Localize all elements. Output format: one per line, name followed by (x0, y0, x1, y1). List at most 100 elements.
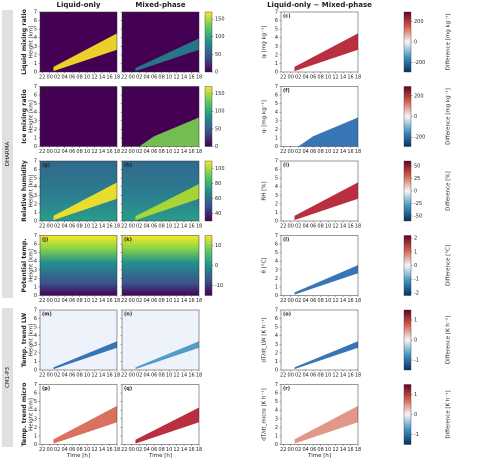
colorbar-tick-label: 150 (215, 91, 225, 97)
x-tick-label: 12 (332, 224, 338, 230)
y-tick-label: 6 (275, 167, 278, 173)
y-tick-label: 4 (34, 184, 37, 190)
panel-frame (39, 86, 118, 147)
x-tick-label: 02 (136, 224, 142, 230)
x-tick-label: 16 (106, 373, 112, 379)
x-tick-label: 08 (76, 149, 82, 155)
x-tick-label: 22 (121, 373, 127, 379)
y-tick-label: 5 (34, 27, 37, 33)
y-tick-label: 2 (275, 276, 278, 282)
x-tick-label: 10 (325, 298, 331, 304)
y-tick-label: 1 (275, 61, 278, 67)
x-tick-label: 18 (196, 447, 202, 453)
panel-letter: (r) (283, 386, 290, 392)
x-tick-label: 00 (47, 149, 53, 155)
field-band (294, 182, 358, 221)
x-tick-label: 00 (129, 75, 135, 81)
panel-frame (39, 384, 118, 445)
x-tick-label: 06 (69, 447, 75, 453)
x-tick-label: 22 (121, 75, 127, 81)
colorbar (204, 235, 213, 296)
x-tick-label: 16 (347, 298, 353, 304)
x-tick-label: 10 (84, 149, 90, 155)
x-tick-label: 22 (280, 373, 286, 379)
y-tick-label: 0 (34, 442, 37, 448)
x-tick-label: 02 (136, 149, 142, 155)
x-tick-label: 08 (317, 298, 323, 304)
colorbar-tick-label: 0 (215, 263, 218, 269)
panel-frame (280, 235, 359, 296)
quantity-label: dT/dt_LW [K h⁻¹] (261, 317, 268, 362)
panel-frame (121, 160, 200, 222)
panel-letter: (n) (124, 312, 132, 318)
x-tick-label: 18 (114, 373, 120, 379)
x-tick-label: 02 (54, 447, 60, 453)
y-tick-label: 1 (34, 433, 37, 439)
y-tick-label: 7 (34, 10, 37, 16)
y-tick-label: 4 (34, 408, 37, 414)
x-tick-label: 12 (173, 447, 179, 453)
x-tick-label: 00 (288, 373, 294, 379)
y-tick-label: 7 (275, 382, 278, 388)
colorbar-tick-label: 0 (414, 338, 417, 344)
group-label: CM1-P3 (5, 367, 11, 388)
x-tick-label: 18 (114, 149, 120, 155)
x-tick-label: 08 (158, 373, 164, 379)
y-tick-label: 2 (34, 127, 37, 133)
x-tick-label: 16 (188, 224, 194, 230)
x-tick-label: 00 (129, 373, 135, 379)
x-tick-label: 04 (302, 447, 308, 453)
colorbar-tick-label: 150 (215, 17, 225, 23)
x-tick-label: 06 (310, 149, 316, 155)
y-tick-label: 6 (34, 316, 37, 322)
field-band (135, 38, 199, 72)
x-tick-label: 08 (76, 447, 82, 453)
x-tick-label: 02 (54, 373, 60, 379)
x-tick-label: 16 (106, 447, 112, 453)
panel-frame (280, 309, 359, 371)
row-label: Relative humidity (21, 160, 28, 222)
y-tick-label: 4 (275, 333, 278, 339)
y-tick-label: 3 (34, 267, 37, 273)
x-tick-label: 10 (166, 75, 172, 81)
x-tick-label: 12 (173, 224, 179, 230)
x-tick-label: 00 (47, 75, 53, 81)
x-tick-label: 16 (106, 149, 112, 155)
y-tick-label: 6 (34, 167, 37, 173)
group-box (2, 10, 13, 298)
x-tick-label: 22 (121, 298, 127, 304)
y-axis-label: Height [km] (29, 175, 35, 208)
x-tick-label: 10 (166, 224, 172, 230)
x-tick-label: 00 (47, 373, 53, 379)
y-tick-label: 2 (275, 127, 278, 133)
x-tick-label: 04 (143, 298, 149, 304)
x-tick-label: 22 (39, 224, 45, 230)
quantity-label: dT/dt_micro [K h⁻¹] (261, 388, 268, 441)
colorbar-tick-label: 1 (414, 249, 417, 255)
y-tick-label: 7 (34, 308, 37, 314)
colorbar (403, 86, 412, 147)
y-tick-label: 2 (34, 350, 37, 356)
x-tick-label: 12 (332, 373, 338, 379)
colorbar-tick-label: 200 (414, 19, 424, 25)
x-tick-label: 06 (69, 149, 75, 155)
y-tick-label: 0 (34, 219, 37, 225)
y-tick-label: 1 (34, 61, 37, 67)
x-tick-label: 04 (61, 373, 67, 379)
colorbar-tick-label: 100 (215, 109, 225, 115)
x-tick-label: 16 (347, 149, 353, 155)
y-tick-label: 6 (34, 391, 37, 397)
y-tick-label: 5 (275, 325, 278, 331)
y-tick-label: 1 (275, 284, 278, 290)
y-axis-label: Height [km] (29, 249, 35, 282)
x-tick-label: 16 (188, 373, 194, 379)
panel-frame (280, 86, 359, 147)
y-tick-label: 0 (34, 368, 37, 374)
panel-frame (121, 384, 200, 445)
x-tick-label: 18 (114, 447, 120, 453)
x-tick-label: 18 (355, 298, 361, 304)
panel-letter: (q) (124, 386, 132, 392)
x-tick-label: 08 (317, 75, 323, 81)
x-tick-label: 08 (158, 149, 164, 155)
y-tick-label: 7 (275, 308, 278, 314)
